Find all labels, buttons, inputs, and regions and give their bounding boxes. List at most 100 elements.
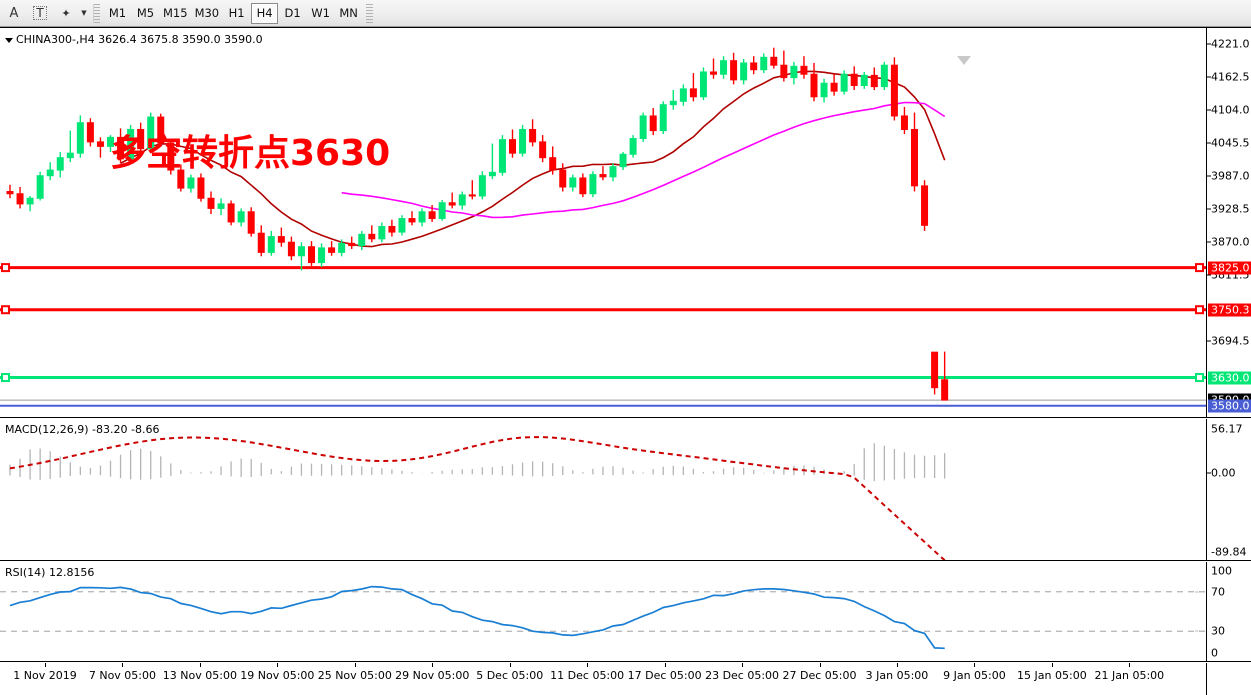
symbol-header-text: CHINA300-,H4 3626.4 3675.8 3590.0 3590.0 [16, 33, 263, 46]
time-tick [432, 663, 434, 667]
price-axis-label: 4221.0 [1211, 37, 1250, 51]
time-axis-label: 11 Dec 05:00 [550, 669, 625, 682]
time-tick [1129, 663, 1131, 667]
price-axis-label: 3928.5 [1211, 202, 1250, 216]
rsi-axis-label: 100 [1211, 564, 1232, 578]
time-tick [974, 663, 976, 667]
timeframe-h4[interactable]: H4 [251, 2, 279, 24]
toolbar-separator-2 [366, 3, 374, 23]
rsi-chart-svg [0, 585, 1206, 650]
price-tick [1207, 274, 1211, 276]
timeframe-m30[interactable]: M30 [194, 6, 220, 20]
price-tick [1207, 142, 1211, 144]
price-chart-svg [0, 47, 1206, 407]
rsi-axis-label: 30 [1211, 624, 1225, 638]
price-axis-label: 3870.0 [1211, 235, 1250, 249]
time-tick [587, 663, 589, 667]
objects-tool-glyph: ✦ [61, 6, 71, 20]
time-tick [664, 663, 666, 667]
macd-chart-svg [9, 436, 946, 560]
chart-annotation-text[interactable]: 多空转折点3630 [110, 133, 391, 174]
time-axis-panel[interactable]: 1 Nov 2019 7 Nov 05:00 13 Nov 05:00 19 Nov … [0, 663, 1251, 695]
time-tick [742, 663, 744, 667]
price-tick [1207, 76, 1211, 78]
time-axis-label: 13 Nov 05:00 [162, 669, 237, 682]
price-tick [1207, 340, 1211, 342]
collapse-triangle-icon[interactable] [5, 37, 13, 43]
text-label-tool-icon[interactable]: T [28, 2, 52, 25]
caret-glyph: ▼ [81, 9, 87, 17]
resistance-line-tag-3825[interactable]: 3825.0 [1208, 261, 1251, 275]
time-tick [277, 663, 279, 667]
time-axis-label: 21 Jan 05:00 [1094, 669, 1165, 682]
timeframe-h1[interactable]: H1 [228, 6, 245, 20]
time-axis-label: 15 Jan 05:00 [1017, 669, 1087, 682]
price-panel[interactable]: 多空转折点3630 4221.0 4162.5 4104.0 4045.5 3987.0… [0, 28, 1251, 418]
macd-plot-area[interactable] [0, 419, 1207, 560]
time-tick [509, 663, 511, 667]
time-axis-label: 7 Nov 05:00 [88, 669, 157, 682]
time-axis-label: 1 Nov 2019 [13, 669, 77, 682]
time-tick [819, 663, 821, 667]
support-line-tag-3630[interactable]: 3630.0 [1208, 371, 1251, 385]
price-axis-label: 4045.5 [1211, 136, 1250, 150]
macd-header: MACD(12,26,9) -83.20 -8.66 [5, 423, 160, 436]
macd-tick [1207, 472, 1211, 474]
timeframe-d1[interactable]: D1 [284, 6, 301, 20]
time-tick [1051, 663, 1053, 667]
macd-axis-label: 56.17 [1211, 422, 1243, 436]
objects-dropdown-caret-icon[interactable]: ▼ [78, 2, 90, 25]
toolbar-separator [93, 3, 100, 23]
text-label-tool-glyph: T [33, 6, 47, 20]
macd-axis: 56.17 0.00 -89.84 [1207, 419, 1251, 560]
resistance-line-tag-3750[interactable]: 3750.3 [1208, 303, 1251, 317]
timeframe-m15[interactable]: M15 [163, 6, 188, 20]
time-axis-label: 17 Dec 05:00 [627, 669, 702, 682]
price-tick [1207, 43, 1211, 45]
time-axis-label: 19 Nov 05:00 [240, 669, 315, 682]
time-axis-label: 23 Dec 05:00 [705, 669, 780, 682]
rsi-level-marker [1195, 630, 1205, 632]
price-plot-area[interactable]: 多空转折点3630 [0, 28, 1207, 417]
macd-axis-label: 0.00 [1211, 466, 1236, 480]
period-separator-marker-icon [957, 56, 971, 65]
rsi-axis-label: 70 [1211, 585, 1225, 599]
price-axis-label: 4104.0 [1211, 103, 1250, 117]
price-tick [1207, 208, 1211, 210]
rsi-level-marker [1195, 591, 1205, 593]
timeframe-m5[interactable]: M5 [136, 6, 155, 20]
price-tick [1207, 241, 1211, 243]
time-tick [896, 663, 898, 667]
rsi-plot-area[interactable] [0, 562, 1207, 661]
price-axis-label: 4162.5 [1211, 70, 1250, 84]
time-axis-label: 27 Dec 05:00 [782, 669, 857, 682]
macd-axis-label: -89.84 [1211, 545, 1247, 559]
price-tick [1207, 175, 1211, 177]
time-axis-label: 5 Dec 05:00 [476, 669, 544, 682]
time-axis-label: 9 Jan 05:00 [943, 669, 1006, 682]
time-tick [199, 663, 201, 667]
symbol-header: CHINA300-,H4 3626.4 3675.8 3590.0 3590.0 [5, 33, 263, 46]
bid-price-tag-3580[interactable]: 3580.0 [1208, 399, 1251, 413]
text-tool-glyph: A [9, 5, 19, 21]
time-axis-label: 29 Nov 05:00 [395, 669, 470, 682]
objects-tool-icon[interactable]: ✦ [54, 2, 78, 25]
rsi-panel[interactable]: 100 70 30 0 RSI(14) 12.8156 [0, 562, 1251, 662]
time-axis[interactable]: 1 Nov 2019 7 Nov 05:00 13 Nov 05:00 19 Nov … [0, 663, 1207, 695]
time-tick [45, 663, 46, 667]
chart-frame: 多空转折点3630 4221.0 4162.5 4104.0 4045.5 3987.0… [0, 27, 1251, 695]
time-tick [122, 663, 124, 667]
time-tick [354, 663, 356, 667]
price-axis-label: 3987.0 [1211, 169, 1250, 183]
text-tool-icon[interactable]: A [2, 2, 26, 25]
macd-panel[interactable]: 56.17 0.00 -89.84 MACD(12,26,9) -83.20 -8.… [0, 419, 1251, 561]
time-axis-label: 25 Nov 05:00 [317, 669, 392, 682]
time-axis-label: 3 Jan 05:00 [865, 669, 929, 682]
timeframe-m1[interactable]: M1 [108, 6, 127, 20]
rsi-header: RSI(14) 12.8156 [5, 566, 95, 579]
timeframe-w1[interactable]: W1 [311, 6, 330, 20]
price-axis[interactable]: 4221.0 4162.5 4104.0 4045.5 3987.0 3928.5 3870… [1207, 28, 1251, 417]
rsi-axis: 100 70 30 0 [1195, 562, 1251, 661]
timeframe-mn[interactable]: MN [339, 6, 358, 20]
